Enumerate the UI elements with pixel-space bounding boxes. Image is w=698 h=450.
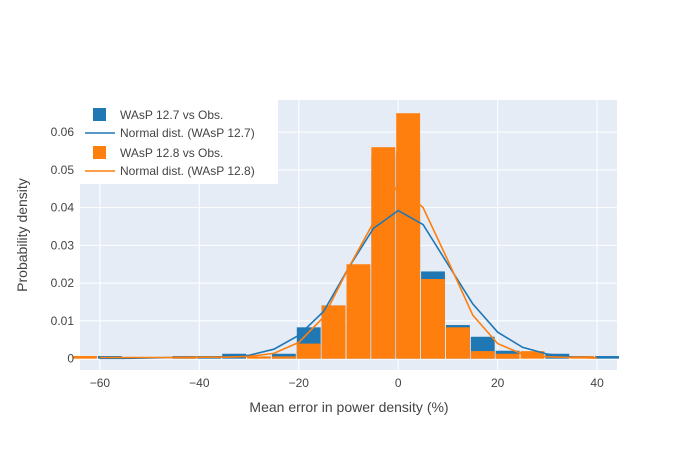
y-tick-label: 0.03 bbox=[51, 238, 75, 252]
x-axis-title: Mean error in power density (%) bbox=[249, 399, 448, 415]
x-tick-labels: −60 −40 −20 0 20 40 bbox=[90, 376, 604, 390]
bar-series-2[interactable] bbox=[470, 351, 495, 359]
y-tick-label: 0.01 bbox=[51, 314, 75, 328]
y-tick-label: 0.02 bbox=[51, 276, 75, 290]
x-tick-label: 0 bbox=[395, 376, 402, 390]
bar-series-0[interactable] bbox=[271, 353, 296, 359]
y-tick-labels: 0 0.01 0.02 0.03 0.04 0.05 0.06 bbox=[51, 125, 75, 366]
legend-background bbox=[80, 100, 278, 184]
normal-lines bbox=[99, 183, 598, 360]
bar-series-0[interactable] bbox=[545, 353, 570, 359]
y-tick-label: 0.06 bbox=[51, 125, 75, 139]
x-tick-label: 40 bbox=[590, 376, 604, 390]
y-tick-label: 0.04 bbox=[51, 201, 75, 215]
x-tick-label: −40 bbox=[189, 376, 210, 390]
legend-item-normal127[interactable]: Normal dist. (WAsP 12.7) bbox=[120, 126, 255, 140]
y-axis-title: Probability density bbox=[14, 178, 30, 292]
legend-item-normal128[interactable]: Normal dist. (WAsP 12.8) bbox=[120, 164, 255, 178]
legend-swatch-wasp128 bbox=[93, 146, 106, 159]
bar-series-2[interactable] bbox=[247, 356, 271, 359]
x-tick-label: −20 bbox=[289, 376, 310, 390]
y-tick-label: 0.05 bbox=[51, 163, 75, 177]
legend-item-wasp128[interactable]: WAsP 12.8 vs Obs. bbox=[120, 146, 223, 160]
x-tick-label: −60 bbox=[90, 376, 111, 390]
bar-series-2[interactable] bbox=[271, 356, 296, 359]
y-tick-label: 0 bbox=[67, 352, 74, 366]
bar-series-2[interactable] bbox=[73, 356, 97, 359]
line-series-3[interactable] bbox=[99, 183, 598, 359]
bar-series-2[interactable] bbox=[445, 327, 470, 359]
legend-item-wasp127[interactable]: WAsP 12.7 vs Obs. bbox=[120, 108, 223, 122]
bar-series-2[interactable] bbox=[396, 113, 421, 359]
bar-series-0[interactable] bbox=[595, 356, 619, 359]
bar-series-2[interactable] bbox=[346, 264, 371, 359]
bar-series-2[interactable] bbox=[495, 353, 520, 359]
bar-series-2[interactable] bbox=[421, 278, 445, 359]
legend-swatch-wasp127 bbox=[93, 108, 106, 121]
bar-series-2[interactable] bbox=[296, 343, 321, 359]
histogram-bars bbox=[73, 113, 619, 359]
bar-series-2[interactable] bbox=[321, 305, 346, 359]
legend[interactable]: WAsP 12.7 vs Obs. Normal dist. (WAsP 12.… bbox=[80, 100, 278, 184]
x-tick-label: 20 bbox=[491, 376, 505, 390]
bar-series-2[interactable] bbox=[371, 147, 396, 359]
